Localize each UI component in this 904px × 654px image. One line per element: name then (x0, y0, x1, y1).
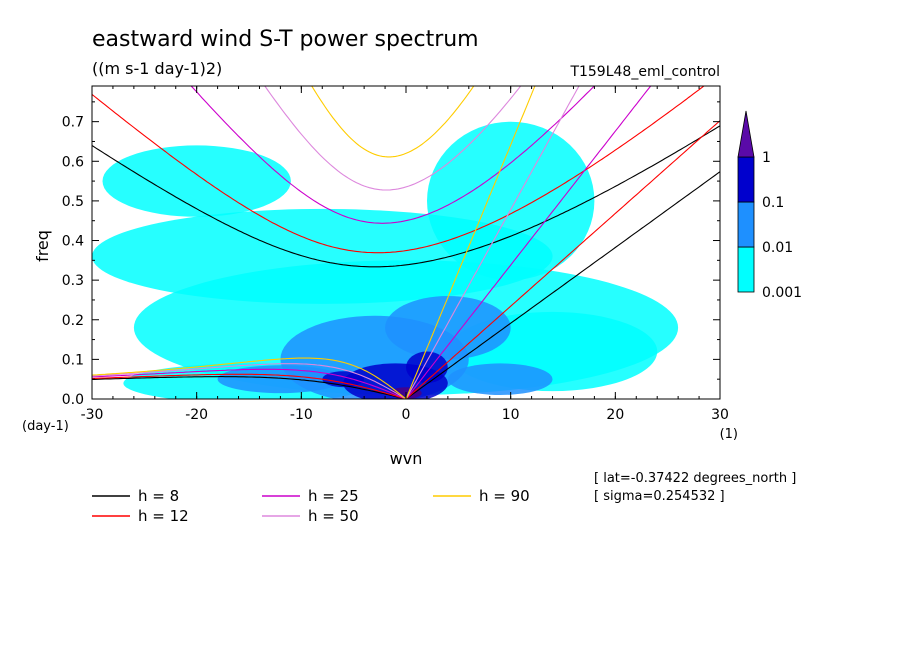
dispersion-curve-rossby (92, 363, 407, 399)
axes: -30 -20 -10 0 10 20 30 0.0 0.1 0.2 0.3 0.4 0.5 0.6 0.7 (62, 86, 729, 423)
dispersion-curve-kelvin (405, 86, 580, 399)
contour-region (427, 121, 595, 281)
dispersion-curve-kelvin (405, 86, 652, 399)
legend: h = 8 h = 12 h = 25 h = 50 h = 90 (92, 487, 530, 525)
legend-label: h = 50 (308, 507, 359, 525)
legend-label: h = 25 (308, 487, 359, 505)
dispersion-curve-rossby (92, 368, 407, 399)
dispersion-curve-rossby (92, 373, 407, 399)
x-axis-label: wvn (390, 449, 423, 468)
annotation-sigma: [ sigma=0.254532 ] (594, 489, 725, 504)
dispersion-curve-rossby (92, 357, 407, 399)
colorbar-segment (737, 156, 755, 203)
legend-label: h = 90 (479, 487, 530, 505)
y-tick-label: 0.6 (62, 154, 84, 170)
y-unit-label: (day-1) (22, 419, 69, 434)
dispersion-curve-kelvin (405, 120, 720, 399)
dispersion-curve-rossby (92, 376, 407, 399)
y-tick-label: 0.2 (62, 313, 84, 329)
colorbar: 0.001 0.01 0.1 1 (737, 110, 802, 301)
contour-region (102, 145, 291, 217)
colorbar-label: 1 (762, 150, 771, 166)
dispersion-curve-inertio-gravity (311, 86, 475, 158)
y-tick-label: 0.4 (62, 234, 84, 250)
x-tick-label: 10 (502, 407, 520, 423)
y-tick-label: 0.7 (62, 115, 84, 131)
contour-region (447, 363, 553, 396)
contour-region (322, 371, 365, 388)
dispersion-curve-kelvin (405, 86, 536, 399)
legend-label: h = 8 (138, 487, 179, 505)
x-tick-label: 20 (606, 407, 624, 423)
chart-units: ((m s-1 day-1)2) (92, 59, 222, 78)
x-tick-label: 0 (402, 407, 411, 423)
colorbar-label: 0.001 (762, 285, 802, 301)
colorbar-segment (737, 201, 755, 248)
y-axis-label: freq (33, 230, 52, 262)
run-name: T159L48_eml_control (569, 64, 720, 80)
x-unit-label: (1) (720, 427, 738, 442)
colorbar-triangle (737, 110, 755, 158)
colorbar-label: 0.1 (762, 195, 784, 211)
y-tick-label: 0.3 (62, 273, 84, 289)
dispersion-curve-inertio-gravity (264, 86, 522, 191)
dispersion-curve-inertio-gravity (92, 125, 720, 268)
contour-region (385, 296, 511, 360)
annotation-lat: [ lat=-0.37422 degrees_north ] (594, 471, 796, 486)
dispersion-curve-kelvin (405, 171, 720, 399)
x-tick-label: -20 (185, 407, 208, 423)
x-tick-label: -30 (81, 407, 104, 423)
colorbar-label: 0.01 (762, 240, 793, 256)
y-tick-label: 0.5 (62, 194, 84, 210)
dispersion-curve-inertio-gravity (92, 86, 705, 254)
colorbar-segment (737, 246, 755, 293)
chart-title: eastward wind S-T power spectrum (92, 27, 479, 52)
y-tick-label: 0.0 (62, 392, 84, 408)
legend-label: h = 12 (138, 507, 189, 525)
x-tick-label: -10 (290, 407, 313, 423)
x-tick-label: 30 (711, 407, 729, 423)
y-tick-label: 0.1 (62, 352, 84, 368)
contour-region (217, 365, 344, 394)
